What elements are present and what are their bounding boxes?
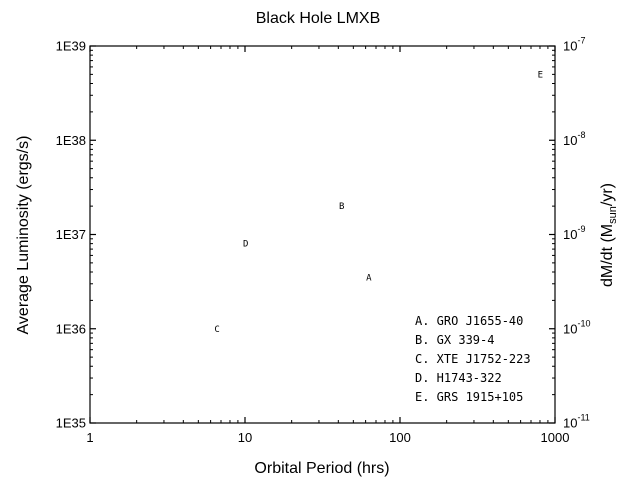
- data-point-c: C: [214, 325, 219, 335]
- legend-entry: E. GRS 1915+105: [415, 390, 523, 404]
- y2-tick-label: 10-7: [563, 36, 585, 54]
- data-point-d: D: [243, 240, 248, 250]
- y2-axis-label-sub: sun: [607, 206, 619, 224]
- y2-tick-label: 10-11: [563, 413, 590, 431]
- legend-entry: D. H1743-322: [415, 371, 502, 385]
- y-axis-ticks: 1E35 1E36 1E37 1E38 1E39: [56, 39, 96, 431]
- y2-axis-label-main: dM/dt (M: [599, 224, 616, 287]
- chart-title: Black Hole LMXB: [256, 10, 381, 27]
- y-tick-label: 1E36: [56, 321, 86, 336]
- x-tick-label: 100: [389, 430, 411, 445]
- legend-entry: B. GX 339-4: [415, 333, 494, 347]
- y2-axis-label-tail: /yr): [599, 183, 616, 206]
- y-tick-label: 1E39: [56, 39, 86, 54]
- y2-axis-label: dM/dt (Msun/yr): [599, 183, 619, 287]
- x-tick-label: 1000: [541, 430, 570, 445]
- y2-axis-ticks: 10-11 10-10 10-9 10-8 10-7: [549, 36, 590, 431]
- data-point-e: E: [538, 70, 543, 80]
- data-point-a: A: [366, 273, 372, 283]
- data-points: A B C D E: [214, 70, 543, 334]
- data-point-b: B: [339, 202, 344, 212]
- x-axis-ticks: 1 10 100 1000: [86, 46, 569, 445]
- y-tick-label: 1E37: [56, 227, 86, 242]
- legend-entry: A. GRO J1655-40: [415, 314, 523, 328]
- y-axis-label: Average Luminosity (ergs/s): [15, 136, 32, 335]
- legend: A. GRO J1655-40 B. GX 339-4 C. XTE J1752-2…: [415, 314, 531, 404]
- x-axis-label: Orbital Period (hrs): [254, 460, 389, 477]
- x-tick-label: 1: [86, 430, 93, 445]
- x-tick-label: 10: [238, 430, 252, 445]
- y2-tick-label: 10-10: [563, 318, 590, 336]
- y-tick-label: 1E38: [56, 133, 86, 148]
- plot-frame: [89, 45, 556, 424]
- y2-tick-label: 10-8: [563, 130, 585, 148]
- y-tick-label: 1E35: [56, 416, 86, 431]
- legend-entry: C. XTE J1752-223: [415, 352, 531, 366]
- y2-tick-label: 10-9: [563, 224, 585, 242]
